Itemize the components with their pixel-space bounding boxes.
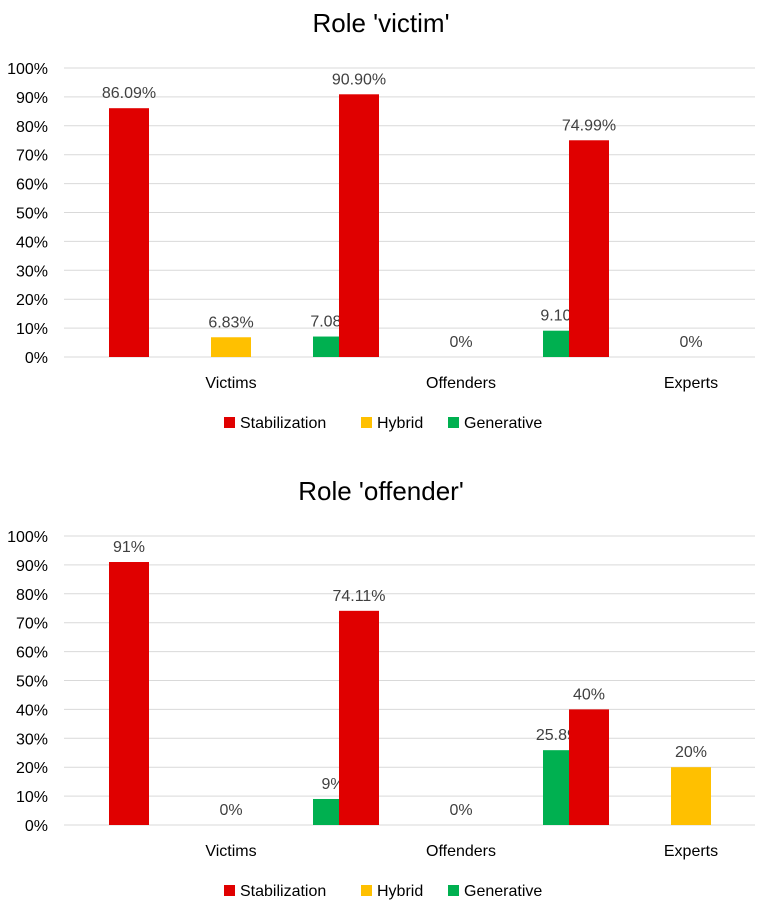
x-category-label: Offenders [426,843,496,860]
legend-swatch-generative [448,885,459,896]
y-tick-label: 0% [25,350,48,367]
legend-label-hybrid: Hybrid [377,883,423,900]
y-tick-label: 80% [16,587,48,604]
x-category-label: Experts [664,375,718,392]
legend-swatch-generative [448,417,459,428]
y-tick-label: 70% [16,148,48,165]
chart-role-victim: Role 'victim' 0% 10% 20% 30% 40% 50% 60% 70% 80% 9… [7,8,755,432]
y-tick-label: 40% [16,702,48,719]
y-tick-label: 20% [16,292,48,309]
data-label-stabilization-experts: 74.99% [562,117,616,134]
bar-stabilization-experts [569,709,609,825]
y-tick-label: 10% [16,321,48,338]
data-label-stabilization-offenders: 74.11% [332,588,385,605]
data-label-hybrid-experts: 0% [679,334,702,351]
legend-label-generative: Generative [464,883,542,900]
data-label-hybrid-victims: 6.83% [208,314,253,331]
y-tick-label: 50% [16,206,48,223]
y-tick-label: 70% [16,616,48,633]
y-tick-label: 90% [16,90,48,107]
chart-title: Role 'offender' [298,476,464,506]
data-label-generative-victims: 9% [321,776,344,793]
chart-title: Role 'victim' [312,8,449,38]
data-label-hybrid-victims: 0% [219,802,242,819]
bar-stabilization-offenders [339,94,379,357]
y-tick-label: 0% [25,818,48,835]
legend-swatch-stabilization [224,417,235,428]
x-category-label: Offenders [426,375,496,392]
y-tick-label: 20% [16,760,48,777]
y-tick-label: 100% [7,529,48,546]
data-label-hybrid-offenders: 0% [449,802,472,819]
x-category-label: Victims [205,375,256,392]
y-tick-label: 30% [16,263,48,280]
y-tick-label: 80% [16,119,48,136]
y-tick-label: 30% [16,731,48,748]
legend-label-generative: Generative [464,415,542,432]
y-tick-label: 10% [16,789,48,806]
data-label-hybrid-experts: 20% [675,744,707,761]
legend-swatch-stabilization [224,885,235,896]
legend-swatch-hybrid [361,417,372,428]
chart-role-offender: Role 'offender' 0% 10% 20% 30% 40% 50% 60% 70% 80… [7,476,755,900]
y-tick-label: 40% [16,234,48,251]
legend-label-hybrid: Hybrid [377,415,423,432]
legend-label-stabilization: Stabilization [240,415,326,432]
data-label-stabilization-victims: 91% [113,539,145,556]
legend-swatch-hybrid [361,885,372,896]
legend-label-stabilization: Stabilization [240,883,326,900]
y-tick-label: 50% [16,674,48,691]
data-label-stabilization-experts: 40% [573,686,605,703]
y-tick-label: 60% [16,645,48,662]
x-category-label: Experts [664,843,718,860]
data-label-stabilization-victims: 86.09% [102,85,156,102]
y-tick-label: 100% [7,61,48,78]
y-tick-label: 60% [16,177,48,194]
bar-stabilization-experts [569,140,609,357]
x-category-label: Victims [205,843,256,860]
y-tick-label: 90% [16,558,48,575]
data-label-hybrid-offenders: 0% [449,334,472,351]
bar-hybrid-victims [211,337,251,357]
bar-stabilization-offenders [339,610,379,825]
bar-stabilization-victims [109,108,149,358]
bar-stabilization-victims [109,562,149,825]
data-label-stabilization-offenders: 90.90% [332,71,386,88]
bar-hybrid-experts [671,767,711,825]
